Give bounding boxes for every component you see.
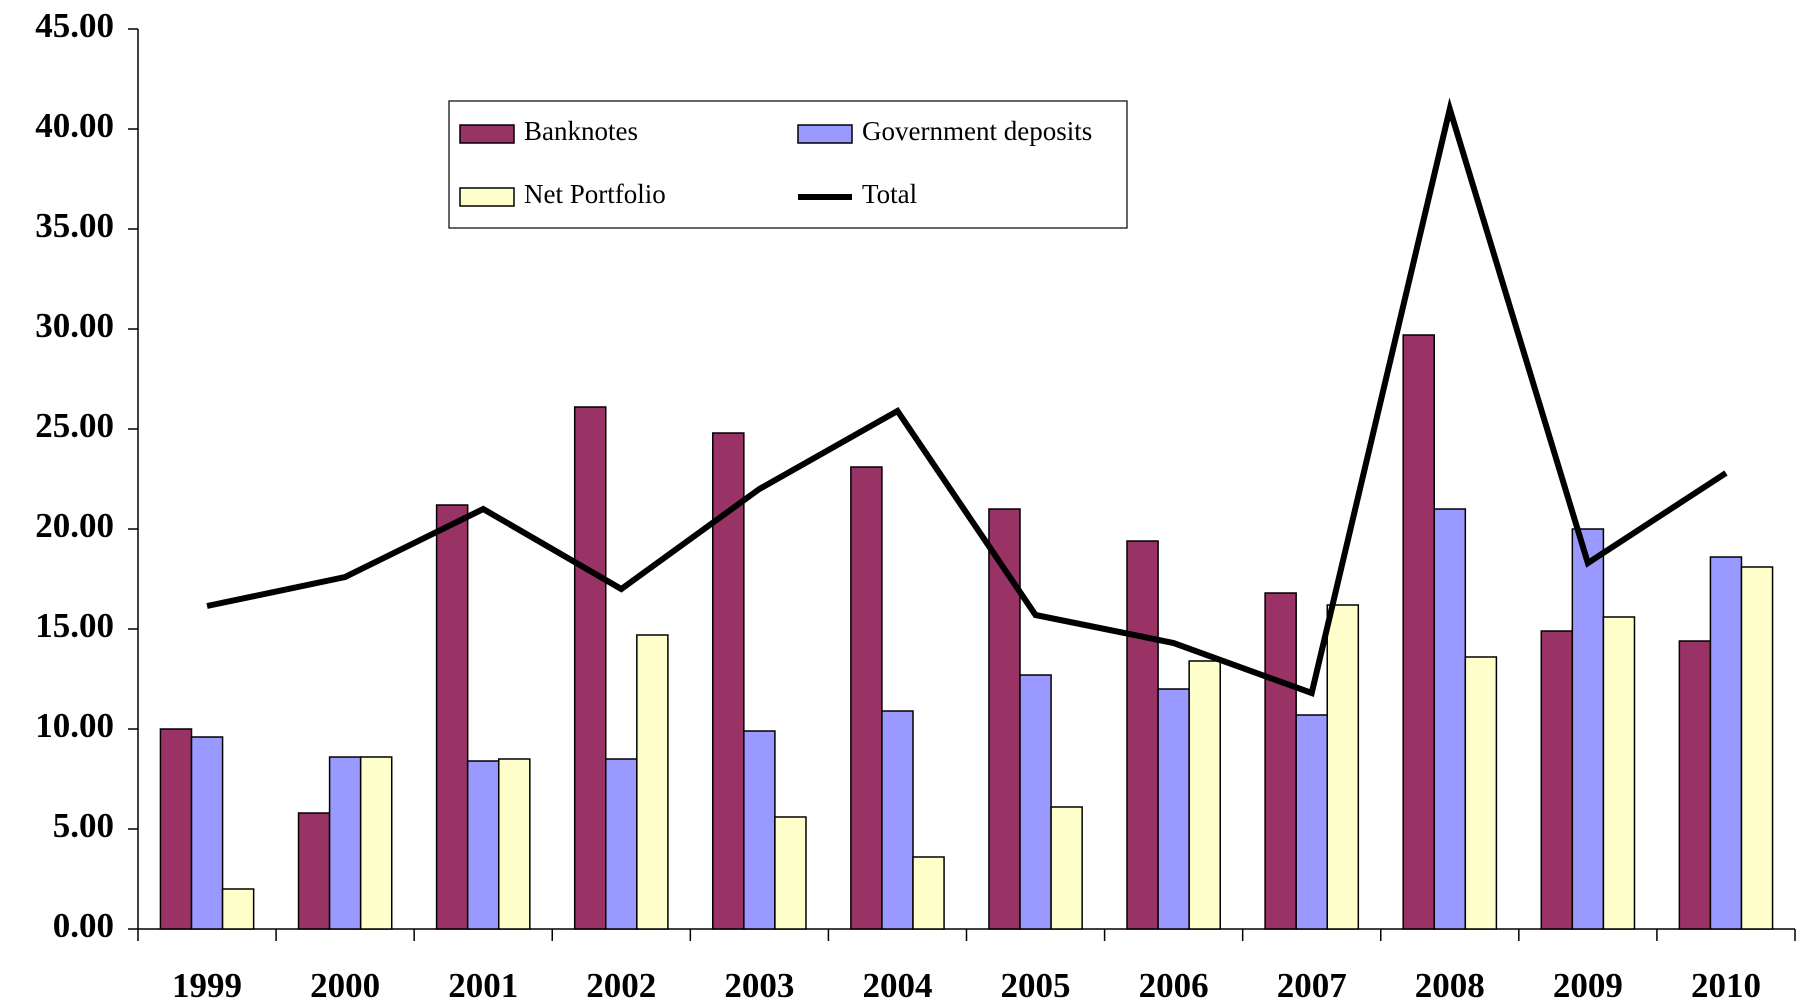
bar <box>881 710 914 930</box>
legend-swatch <box>459 187 515 207</box>
legend-label: Net Portfolio <box>524 179 666 209</box>
bar <box>297 812 331 930</box>
legend-label: Government deposits <box>862 116 1092 146</box>
x-tick-label: 2008 <box>1415 966 1485 1005</box>
x-tick-label: 1999 <box>172 966 242 1005</box>
bar <box>573 406 607 930</box>
bar <box>912 856 945 930</box>
x-tick-label: 2003 <box>724 966 794 1005</box>
x-tick-label: 2001 <box>448 966 518 1005</box>
x-tick-label: 2002 <box>586 966 656 1005</box>
bar <box>1019 674 1052 930</box>
bar <box>743 730 776 930</box>
legend-swatch <box>459 124 515 144</box>
bar <box>1433 508 1467 930</box>
x-tick-label: 2007 <box>1277 966 1347 1005</box>
bar <box>1540 630 1574 930</box>
legend-box <box>448 100 1128 229</box>
y-tick-label: 30.00 <box>35 306 114 345</box>
y-tick-label: 5.00 <box>53 806 114 845</box>
bar <box>1126 540 1159 930</box>
bar <box>1050 806 1083 930</box>
bar <box>497 758 531 930</box>
bar <box>1740 566 1774 930</box>
y-tick-label: 25.00 <box>35 406 114 445</box>
x-tick-label: 2010 <box>1691 966 1761 1005</box>
bar <box>435 504 469 930</box>
bar <box>988 508 1021 930</box>
total-line <box>206 97 1728 697</box>
y-tick-label: 40.00 <box>35 106 114 145</box>
bar <box>221 888 255 930</box>
bar <box>190 736 224 930</box>
bar <box>1709 556 1743 930</box>
bar <box>359 756 393 930</box>
bar <box>1571 528 1605 930</box>
bar <box>159 728 193 930</box>
bar <box>712 432 745 930</box>
x-tick-label: 2000 <box>310 966 380 1005</box>
bar <box>1295 714 1328 930</box>
y-tick-label: 45.00 <box>35 6 114 45</box>
legend-label: Banknotes <box>524 116 638 146</box>
bar <box>1188 660 1221 930</box>
bar <box>1157 688 1190 930</box>
bar <box>1326 604 1360 930</box>
y-tick-label: 35.00 <box>35 206 114 245</box>
x-tick-label: 2009 <box>1553 966 1623 1005</box>
x-tick-label: 2005 <box>1001 966 1071 1005</box>
y-tick-label: 10.00 <box>35 706 114 745</box>
bar <box>774 816 807 930</box>
bar <box>1602 616 1636 930</box>
legend-label: Total <box>862 179 917 209</box>
y-tick-label: 20.00 <box>35 506 114 545</box>
bar <box>1264 592 1297 930</box>
bar <box>636 634 669 930</box>
y-tick-label: 15.00 <box>35 606 114 645</box>
bar <box>328 756 362 930</box>
bar <box>850 466 883 930</box>
bar <box>1464 656 1498 930</box>
bar <box>1402 334 1436 930</box>
x-tick-label: 2006 <box>1139 966 1209 1005</box>
bar <box>605 758 638 930</box>
y-tick-label: 0.00 <box>53 906 114 945</box>
bar <box>1678 640 1712 930</box>
legend-swatch <box>797 124 853 144</box>
x-tick-label: 2004 <box>862 966 932 1005</box>
bar <box>466 760 500 930</box>
